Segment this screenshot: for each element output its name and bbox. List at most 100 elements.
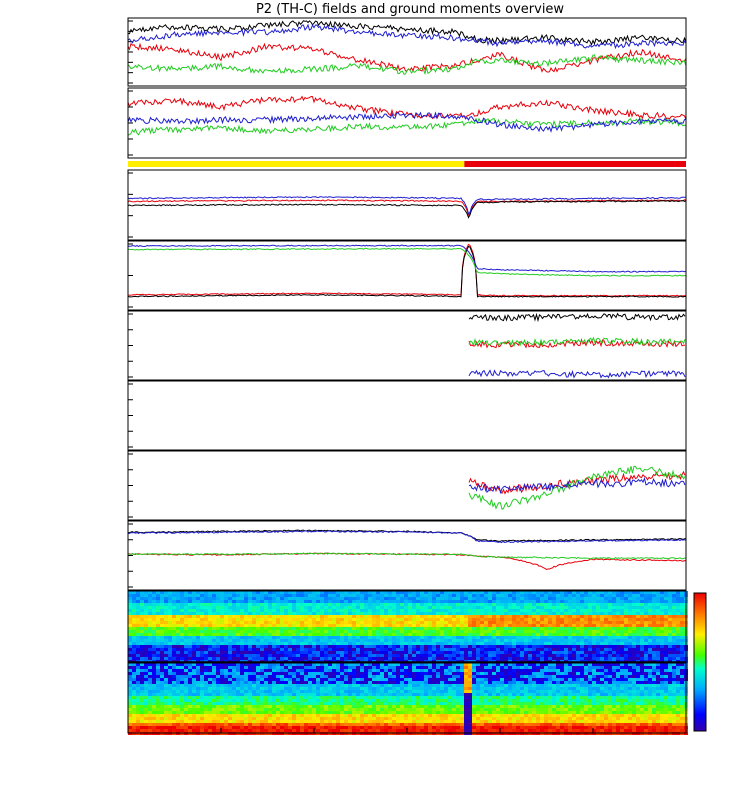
- spectrogram-cell: [640, 654, 644, 657]
- spectrogram-cell: [204, 666, 208, 669]
- spectrogram-cell: [512, 630, 516, 633]
- spectrogram-cell: [556, 609, 560, 612]
- spectrogram-cell: [648, 594, 652, 597]
- spectrogram-cell: [252, 711, 256, 714]
- spectrogram-cell: [520, 642, 524, 645]
- spectrogram-cell: [312, 648, 316, 651]
- spectrogram-cell: [600, 597, 604, 600]
- spectrogram-cell: [324, 690, 328, 693]
- spectrogram-cell: [388, 657, 392, 660]
- spectrogram-cell: [316, 618, 320, 621]
- spectrogram-cell: [476, 648, 480, 651]
- spectrogram-cell: [284, 717, 288, 720]
- spectrogram-cell: [212, 657, 216, 660]
- spectrogram-cell: [324, 669, 328, 672]
- spectrogram-cell: [372, 597, 376, 600]
- spectrogram-cell: [292, 705, 296, 708]
- spectrogram-cell: [248, 699, 252, 702]
- spectrogram-cell: [204, 639, 208, 642]
- spectrogram-cell: [164, 642, 168, 645]
- spectrogram-cell: [492, 627, 496, 630]
- spectrogram-cell: [276, 696, 280, 699]
- spectrogram-cell: [608, 633, 612, 636]
- spectrogram-cell: [368, 696, 372, 699]
- spectrogram-cell: [352, 729, 356, 732]
- spectrogram-cell: [668, 651, 672, 654]
- spectrogram-cell: [148, 597, 152, 600]
- spectrogram-cell: [308, 669, 312, 672]
- spectrogram-cell: [300, 606, 304, 609]
- spectrogram-cell: [244, 630, 248, 633]
- spectrogram-cell: [220, 597, 224, 600]
- spectrogram-cell: [356, 618, 360, 621]
- spectrogram-cell: [636, 639, 640, 642]
- spectrogram-cell: [284, 609, 288, 612]
- spectrogram-cell: [168, 681, 172, 684]
- spectrogram-cell: [160, 624, 164, 627]
- spectrogram-cell: [260, 606, 264, 609]
- spectrogram-cell: [300, 666, 304, 669]
- spectrogram-cell: [144, 669, 148, 672]
- spectrogram-cell: [532, 615, 536, 618]
- spectrogram-cell: [148, 702, 152, 705]
- spectrogram-cell: [360, 621, 364, 624]
- spectrogram-cell: [164, 708, 168, 711]
- spectrogram-cell: [288, 639, 292, 642]
- spectrogram-cell: [232, 690, 236, 693]
- spectrogram-cell: [552, 597, 556, 600]
- spectrogram-cell: [596, 600, 600, 603]
- spectrogram-cell: [240, 618, 244, 621]
- spectrogram-cell: [572, 594, 576, 597]
- spectrogram-cell: [344, 702, 348, 705]
- spectrogram-cell: [176, 657, 180, 660]
- spectrogram-cell: [340, 630, 344, 633]
- spectrogram-cell: [260, 726, 264, 729]
- spectrogram-cell: [284, 618, 288, 621]
- spectrogram-cell: [676, 651, 680, 654]
- spectrogram-cell: [308, 627, 312, 630]
- spectrogram-cell: [468, 597, 472, 600]
- spectrogram-cell: [316, 606, 320, 609]
- spectrogram-cell: [508, 654, 512, 657]
- spectrogram-cell: [592, 597, 596, 600]
- spectrogram-cell: [128, 705, 132, 708]
- spectrogram-cell: [320, 630, 324, 633]
- spectrogram-cell: [488, 609, 492, 612]
- spectrogram-cell: [540, 633, 544, 636]
- spectrogram-cell: [612, 612, 616, 615]
- spectrogram-cell: [200, 600, 204, 603]
- spectrogram-cell: [168, 597, 172, 600]
- spectrogram-cell: [420, 609, 424, 612]
- spectrogram-cell: [416, 597, 420, 600]
- spectrogram-cell: [344, 729, 348, 732]
- spectrogram-cell: [128, 606, 132, 609]
- spectrogram-cell: [588, 636, 592, 639]
- spectrogram-cell: [344, 636, 348, 639]
- spectrogram-cell: [140, 600, 144, 603]
- spectrogram-cell: [264, 648, 268, 651]
- spectrogram-cell: [160, 702, 164, 705]
- spectrogram-cell: [264, 630, 268, 633]
- spectrogram-cell: [620, 657, 624, 660]
- spectrogram-cell: [304, 615, 308, 618]
- spectrogram-cell: [584, 603, 588, 606]
- spectrogram-cell: [168, 678, 172, 681]
- spectrogram-cell: [252, 636, 256, 639]
- spectrogram-cell: [412, 612, 416, 615]
- spectrogram-cell: [580, 645, 584, 648]
- spectrogram-cell: [616, 654, 620, 657]
- spectrogram-cell: [324, 723, 328, 726]
- spectrogram-cell: [532, 651, 536, 654]
- spectrogram-cell: [360, 714, 364, 717]
- spectrogram-cell: [132, 597, 136, 600]
- spectrogram-cell: [212, 690, 216, 693]
- spectrogram-cell: [188, 675, 192, 678]
- spectrogram-cell: [160, 669, 164, 672]
- spectrogram-cell: [168, 723, 172, 726]
- spectrogram-cell: [416, 633, 420, 636]
- spectrogram-cell: [436, 612, 440, 615]
- spectrogram-cell: [284, 594, 288, 597]
- spectrogram-cell: [428, 606, 432, 609]
- spectrogram-cell: [664, 600, 668, 603]
- spectrogram-cell: [504, 654, 508, 657]
